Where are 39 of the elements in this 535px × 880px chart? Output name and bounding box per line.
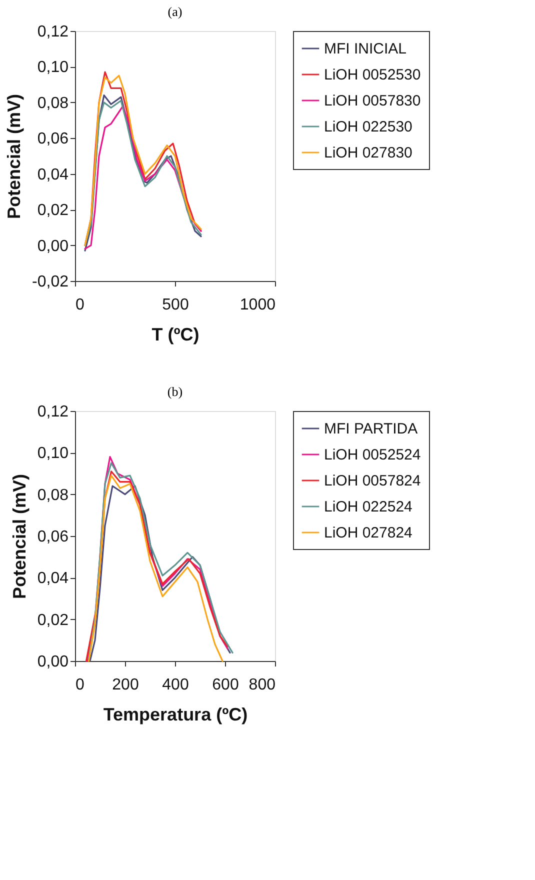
y-tick-label: 0,06 bbox=[37, 528, 69, 546]
y-tick-label: 0,10 bbox=[37, 445, 69, 462]
x-tick-label: 800 bbox=[248, 676, 276, 694]
x-tick-label: 1000 bbox=[240, 296, 276, 314]
y-tick-label: 0,08 bbox=[37, 94, 69, 112]
x-tick-label: 500 bbox=[162, 296, 189, 314]
y-axis-title: Potencial (mV) bbox=[9, 474, 30, 600]
y-tick-label: 0,06 bbox=[37, 130, 69, 148]
y-tick-label: 0,12 bbox=[37, 24, 69, 40]
legend-label: LiOH 027824 bbox=[324, 524, 412, 542]
x-tick-label: 400 bbox=[162, 676, 189, 694]
legend-label: LiOH 022524 bbox=[324, 498, 412, 516]
legend-label: LiOH 0052530 bbox=[324, 66, 421, 84]
y-tick-label: 0,08 bbox=[37, 486, 69, 504]
x-axis-title: T (ºC) bbox=[152, 324, 200, 344]
legend-label: LiOH 0057830 bbox=[324, 92, 421, 110]
y-axis-title: Potencial (mV) bbox=[4, 94, 24, 220]
legend-label: LiOH 027830 bbox=[324, 144, 412, 162]
x-tick-label: 600 bbox=[212, 676, 239, 694]
y-tick-label: 0,04 bbox=[37, 166, 69, 184]
legend-label: LiOH 0052524 bbox=[324, 446, 421, 464]
y-tick-label: 0,00 bbox=[37, 654, 69, 670]
legend-label: MFI INICIAL bbox=[324, 40, 407, 58]
y-tick-label: 0,10 bbox=[37, 59, 69, 76]
y-tick-label: -0,02 bbox=[32, 274, 69, 290]
x-tick-label: 0 bbox=[76, 676, 84, 694]
y-tick-label: 0,04 bbox=[37, 570, 69, 588]
legend-label: LiOH 0057824 bbox=[324, 472, 421, 490]
y-tick-label: 0,02 bbox=[37, 612, 69, 629]
x-tick-label: 0 bbox=[76, 296, 84, 314]
y-tick-label: 0,00 bbox=[37, 238, 69, 255]
x-tick-label: 200 bbox=[112, 676, 139, 694]
chart-title: (a) bbox=[168, 4, 182, 19]
x-axis-title: Temperatura (ºC) bbox=[103, 704, 248, 724]
y-tick-label: 0,12 bbox=[37, 404, 69, 420]
legend-label: MFI PARTIDA bbox=[324, 420, 418, 438]
y-tick-label: 0,02 bbox=[37, 202, 69, 220]
legend-label: LiOH 022530 bbox=[324, 118, 412, 136]
chart-title: (b) bbox=[167, 384, 183, 399]
